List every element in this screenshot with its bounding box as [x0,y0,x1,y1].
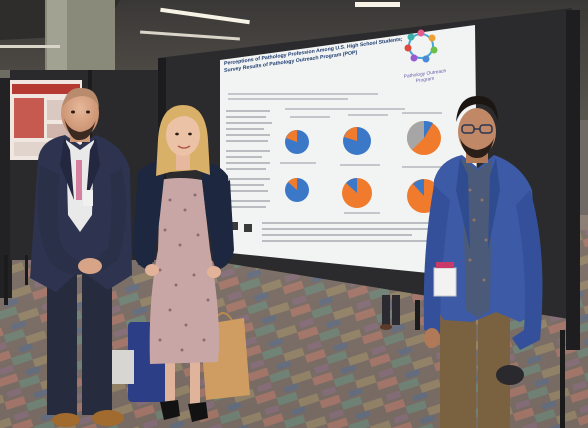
person-left [30,87,132,427]
poster-body-text-bottom [262,222,442,242]
person-right [423,96,543,428]
poster-header-lines [228,93,442,118]
poster-body-text-left [226,110,272,208]
person-middle [132,105,234,422]
poster-pie-chart [285,130,309,154]
poster-pie-chart [285,177,309,202]
qr-code-icon [230,222,238,230]
ceiling-light [160,7,250,25]
pop-logo-icon [404,29,438,63]
phone-in-hand [496,365,524,385]
poster-pie-chart [343,127,371,155]
qr-code-icon [244,224,252,232]
poster-pie-chart [407,120,441,155]
poster-pie-chart [342,178,372,208]
ceiling-light [355,2,400,7]
